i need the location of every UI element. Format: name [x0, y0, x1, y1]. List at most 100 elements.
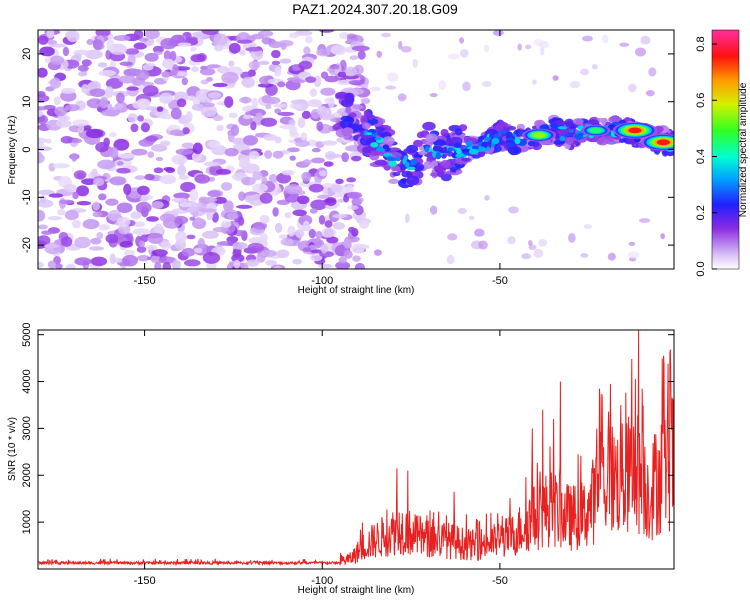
noise-blob — [118, 75, 136, 84]
noise-blob — [295, 140, 310, 148]
noise-blob — [159, 174, 177, 185]
noise-blob — [348, 226, 356, 233]
noise-blob — [301, 171, 312, 182]
noise-blob — [156, 106, 164, 112]
noise-blob — [158, 256, 177, 264]
noise-blob — [245, 259, 260, 267]
noise-blob — [212, 114, 224, 122]
noise-blob — [116, 167, 131, 174]
noise-blob — [38, 224, 48, 230]
noise-blob — [113, 35, 131, 41]
noise-blob — [49, 43, 67, 48]
noise-blob — [145, 135, 159, 142]
noise-blob — [323, 228, 335, 238]
sparse-blob — [429, 93, 438, 98]
noise-blob — [116, 161, 124, 166]
noise-blob — [242, 114, 252, 120]
noise-blob — [278, 234, 288, 239]
noise-blob — [48, 193, 64, 198]
noise-blob — [53, 96, 61, 106]
sparse-blob — [387, 72, 399, 82]
ridge-core — [370, 142, 379, 148]
noise-blob — [82, 218, 100, 230]
noise-blob — [272, 207, 279, 217]
noise-blob — [200, 105, 218, 118]
sparse-blob — [352, 255, 361, 262]
noise-blob — [106, 39, 115, 52]
noise-blob — [177, 42, 192, 47]
spectrogram-y-tick-label: -10 — [21, 189, 33, 205]
noise-blob — [132, 228, 150, 235]
ridge-core — [578, 132, 584, 136]
noise-blob — [81, 83, 90, 94]
noise-blob — [41, 230, 53, 235]
ridge-core — [374, 136, 382, 141]
noise-blob — [281, 170, 295, 176]
ridge-blob — [608, 115, 621, 123]
noise-blob — [207, 190, 222, 198]
noise-blob — [181, 77, 188, 86]
noise-blob — [124, 48, 140, 55]
noise-blob — [151, 201, 164, 209]
noise-blob — [98, 193, 107, 201]
noise-blob — [319, 112, 335, 121]
noise-blob — [233, 259, 241, 269]
noise-blob — [273, 103, 289, 108]
noise-blob — [189, 188, 199, 201]
colorbar: 0.0 0.2 0.4 0.6 0.8 Normalized spectral ampl… — [695, 29, 749, 277]
ridge-blob — [413, 139, 423, 148]
noise-blob — [147, 151, 155, 159]
noise-blob — [324, 220, 333, 228]
noise-blob — [332, 222, 345, 230]
noise-blob — [265, 259, 277, 266]
noise-blob — [38, 35, 49, 45]
noise-blob — [65, 263, 76, 269]
noise-blob — [123, 183, 132, 196]
noise-blob — [271, 49, 281, 59]
noise-blob — [190, 54, 205, 63]
noise-blob — [228, 112, 238, 119]
noise-blob — [316, 121, 324, 132]
noise-blob — [292, 209, 307, 217]
ridge-core — [559, 135, 566, 142]
noise-blob — [276, 172, 292, 184]
noise-blob — [38, 261, 45, 269]
noise-blob — [144, 173, 155, 181]
noise-blob — [113, 139, 130, 151]
sparse-blob — [569, 80, 581, 89]
noise-blob — [105, 86, 114, 98]
sparse-blob — [627, 251, 640, 259]
noise-blob — [142, 85, 159, 97]
sparse-blob — [482, 80, 492, 88]
noise-blob — [153, 167, 164, 174]
sparse-blob — [397, 93, 407, 102]
noise-blob — [107, 209, 122, 222]
sparse-blob — [517, 43, 522, 51]
ridge-blob — [596, 137, 609, 146]
noise-blob — [238, 216, 245, 226]
noise-blob — [77, 123, 85, 134]
noise-blob — [177, 164, 187, 177]
sparse-blob — [483, 44, 490, 53]
noise-blob — [239, 97, 252, 104]
noise-blob — [236, 204, 253, 209]
sparse-blob — [457, 207, 467, 215]
spectrogram-y-tick-label: 0 — [21, 146, 33, 152]
noise-blob — [213, 44, 224, 52]
noise-blob — [325, 196, 337, 206]
noise-blob — [298, 60, 313, 70]
noise-blob — [52, 163, 70, 169]
ridge-core — [404, 161, 410, 168]
noise-blob — [330, 44, 347, 56]
snr-y-tick-label: 3000 — [21, 416, 33, 440]
ridge-core — [388, 160, 397, 167]
noise-blob — [119, 240, 133, 248]
sparse-blob — [484, 195, 490, 201]
ridge-core — [365, 132, 373, 136]
noise-blob — [65, 104, 80, 112]
noise-blob — [116, 202, 133, 214]
snr-plot-area — [38, 330, 674, 569]
spectrogram-x-tick-label: -150 — [134, 275, 156, 287]
noise-blob — [86, 38, 94, 46]
noise-blob — [213, 33, 229, 46]
